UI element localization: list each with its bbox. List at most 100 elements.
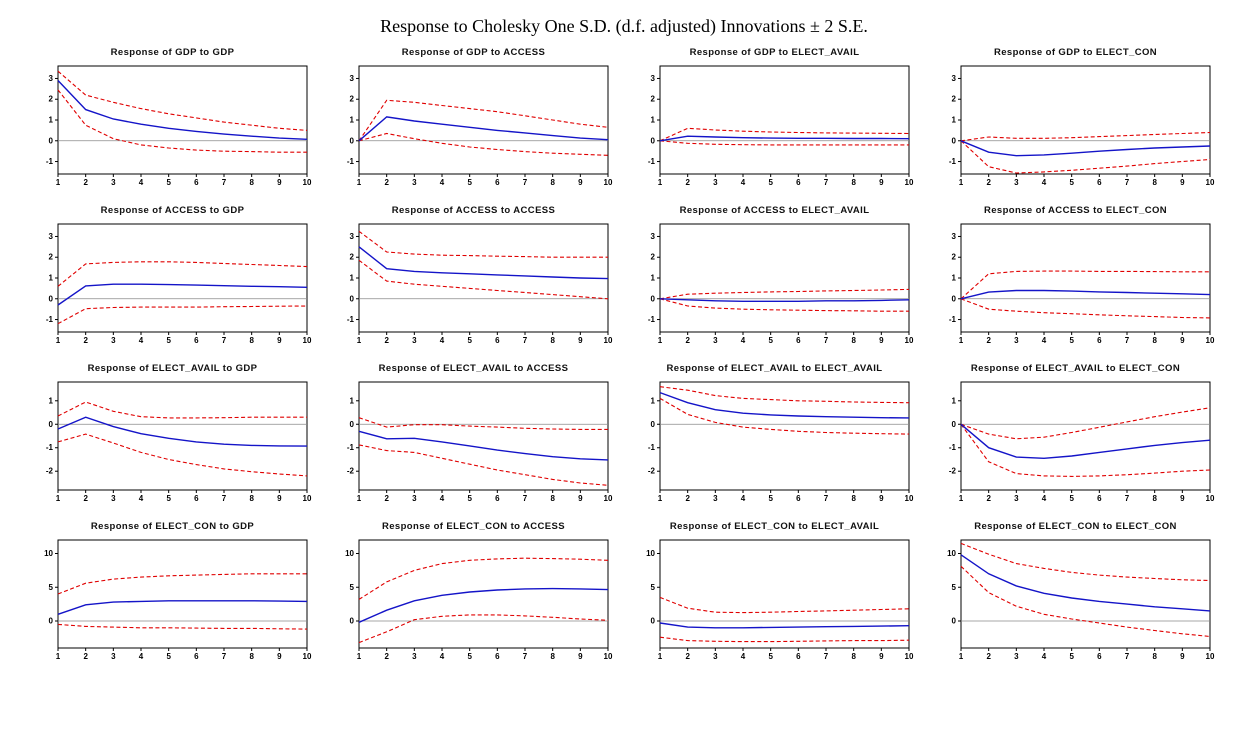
irf-subplot: Response of ACCESS to GDP -1 0 1 2 3 1 2 3 4 5 6 7 8… xyxy=(26,205,319,349)
x-tick-label: 2 xyxy=(685,652,690,661)
subplot-title: Response of ELECT_CON to ELECT_AVAIL xyxy=(669,521,880,532)
x-tick-label: 1 xyxy=(356,652,361,661)
lower-band-line xyxy=(358,132,608,156)
y-tick-label: 10 xyxy=(947,549,956,558)
x-tick-label: 6 xyxy=(495,494,500,503)
x-tick-label: 1 xyxy=(958,652,963,661)
y-tick-label: 0 xyxy=(48,420,53,429)
irf-subplot: Response of ELECT_CON to GDP 0 5 10 1 2 3 4 5 6 7… xyxy=(26,521,319,665)
x-tick-label: 8 xyxy=(249,494,254,503)
x-tick-label: 9 xyxy=(277,652,282,661)
x-tick-label: 5 xyxy=(166,178,171,187)
x-tick-label: 6 xyxy=(495,336,500,345)
x-tick-label: 9 xyxy=(578,336,583,345)
x-tick-label: 3 xyxy=(713,494,718,503)
x-tick-label: 10 xyxy=(904,494,913,503)
irf-subplot: Response of GDP to ACCESS -1 0 1 2 3 1 2 3 4 5 6 7 8… xyxy=(327,47,620,191)
x-tick-label: 9 xyxy=(1180,652,1185,661)
x-tick-label: 1 xyxy=(958,178,963,187)
subplot-title: Response of ELECT_CON to ELECT_CON xyxy=(974,521,1177,532)
plot-frame xyxy=(57,381,307,491)
x-tick-label: 3 xyxy=(412,652,417,661)
x-tick-label: 1 xyxy=(356,336,361,345)
y-tick-label: 10 xyxy=(646,549,655,558)
chart-main-title: Response to Cholesky One S.D. (d.f. adju… xyxy=(380,16,868,36)
x-tick-label: 3 xyxy=(1014,494,1019,503)
x-tick-label: 3 xyxy=(111,336,116,345)
upper-band-line xyxy=(659,288,909,300)
x-tick-label: 8 xyxy=(1152,336,1157,345)
x-tick-label: 9 xyxy=(1180,178,1185,187)
x-tick-label: 9 xyxy=(277,178,282,187)
x-tick-label: 8 xyxy=(249,178,254,187)
x-tick-label: 3 xyxy=(111,178,116,187)
lower-band-line xyxy=(358,444,608,486)
irf-subplot: Response of ELECT_AVAIL to ELECT_CON -2-… xyxy=(929,363,1222,507)
lower-band-line xyxy=(659,397,909,435)
plot-frame xyxy=(57,539,307,649)
plot-area: -2 -1 0 1 1 2 3 4 5 6 7 8 9 10 xyxy=(948,381,1214,503)
x-tick-label: 9 xyxy=(879,178,884,187)
x-tick-label: 8 xyxy=(851,652,856,661)
x-tick-label: 2 xyxy=(986,178,991,187)
x-tick-label: 10 xyxy=(603,178,612,187)
x-tick-label: 6 xyxy=(495,178,500,187)
x-tick-label: 4 xyxy=(1041,494,1046,503)
subplot-title: Response of ELECT_AVAIL to ACCESS xyxy=(378,363,569,374)
upper-band-line xyxy=(358,557,608,600)
x-tick-label: 5 xyxy=(1069,336,1074,345)
x-tick-label: 9 xyxy=(578,178,583,187)
x-tick-label: 6 xyxy=(796,336,801,345)
x-tick-label: 3 xyxy=(111,652,116,661)
y-tick-label: 2 xyxy=(349,95,354,104)
subplot-title: Response of ELECT_AVAIL to ELECT_CON xyxy=(970,363,1181,374)
irf-subplot: Response of ELECT_AVAIL to ACCESS -2 -1 0 1… xyxy=(327,363,620,507)
y-tick-label: 1 xyxy=(349,274,354,283)
x-tick-label: 1 xyxy=(55,336,60,345)
y-tick-label: 5 xyxy=(349,583,354,592)
irf-subplot: Response of ELECT_CON to ELECT_CON 0 5 10 1… xyxy=(929,521,1222,665)
x-tick-label: 6 xyxy=(796,652,801,661)
y-tick-label: 5 xyxy=(48,583,53,592)
lower-band-line xyxy=(57,623,307,630)
irf-subplot: Response of ACCESS to ELECT_AVAIL -1 0 1 2 3… xyxy=(628,205,921,349)
plot-frame xyxy=(659,539,909,649)
y-tick-label: 1 xyxy=(650,274,655,283)
response-line xyxy=(960,289,1210,300)
upper-band-line xyxy=(57,573,307,595)
x-tick-label: 5 xyxy=(166,652,171,661)
x-tick-label: 7 xyxy=(823,652,828,661)
subplot-title: Response of GDP to ACCESS xyxy=(401,47,546,58)
y-tick-label: 0 xyxy=(48,294,53,303)
x-tick-label: 3 xyxy=(412,336,417,345)
lower-band-line xyxy=(960,298,1210,319)
irf-subplot: Response of ELECT_CON to ELECT_AVAIL 0 5 1… xyxy=(628,521,921,665)
irf-subplot: Response of ELECT_AVAIL to GDP -2 -1 0 1 1 2 3… xyxy=(26,363,319,507)
plot-area: -1 0 1 2 3 1 2 3 4 5 6 7 8 9 10 xyxy=(948,65,1214,187)
y-tick-label: 0 xyxy=(349,294,354,303)
y-tick-label: 1 xyxy=(48,274,53,283)
lower-band-line xyxy=(659,298,909,312)
y-tick-label: 0 xyxy=(349,617,354,626)
y-tick-label: 1 xyxy=(951,396,956,405)
response-line xyxy=(358,587,608,623)
x-tick-label: 7 xyxy=(522,652,527,661)
x-tick-label: 10 xyxy=(1205,652,1214,661)
y-tick-label: 2 xyxy=(48,95,53,104)
y-tick-label: 10 xyxy=(44,549,53,558)
y-tick-label: 5 xyxy=(650,583,655,592)
x-tick-label: 8 xyxy=(851,494,856,503)
y-tick-label: -1 xyxy=(948,315,956,324)
x-tick-label: 6 xyxy=(495,652,500,661)
x-tick-label: 5 xyxy=(1069,652,1074,661)
upper-band-line xyxy=(358,230,608,258)
y-tick-label: 3 xyxy=(349,74,354,83)
x-tick-label: 1 xyxy=(657,336,662,345)
x-tick-label: 10 xyxy=(603,336,612,345)
response-line xyxy=(659,391,909,419)
x-tick-label: 5 xyxy=(1069,178,1074,187)
x-tick-label: 3 xyxy=(713,652,718,661)
irf-subplot: Response of ACCESS to ACCESS -1 0 1 2 3 1 2 3 4 5… xyxy=(327,205,620,349)
x-tick-label: 3 xyxy=(713,336,718,345)
x-tick-label: 4 xyxy=(740,494,745,503)
